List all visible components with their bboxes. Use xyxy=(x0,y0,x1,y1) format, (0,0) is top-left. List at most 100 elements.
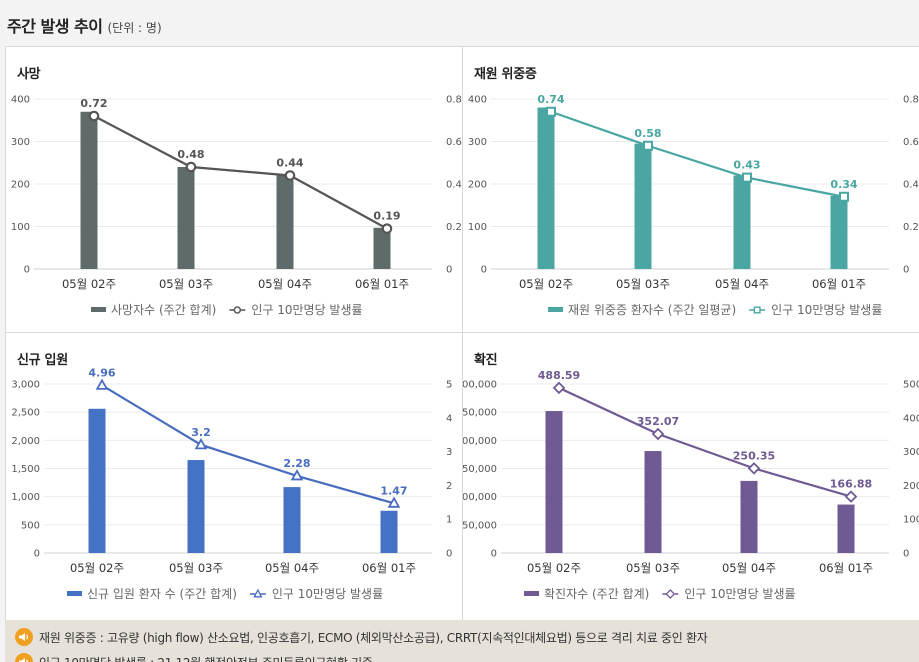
chart-admissions: 0 500 1,000 1,500 2,000 2,500 3,000 0 1 2 3 4 5 05월 0… xyxy=(11,366,452,601)
x-tick-label: 05월 03주 xyxy=(616,277,670,291)
page-title: 주간 발생 추이 xyxy=(7,17,103,36)
bar xyxy=(837,504,855,553)
legend-marker-shape xyxy=(753,306,761,314)
data-point xyxy=(839,191,849,202)
bar xyxy=(740,480,758,553)
y-left-tick-label: 100 xyxy=(11,222,30,233)
data-point xyxy=(546,106,556,117)
legend-marker xyxy=(753,306,761,314)
y-right-tick-label: 0.4 xyxy=(446,180,462,191)
y-right-tick-label: 0.4 xyxy=(903,180,919,191)
bar xyxy=(276,174,294,269)
y-right-tick-label: 0.6 xyxy=(446,137,462,148)
data-label: 0.58 xyxy=(634,127,661,140)
bar xyxy=(88,408,106,553)
data-point xyxy=(95,378,109,390)
y-right-tick-label: 1 xyxy=(446,515,452,526)
y-right-tick-label: 0 xyxy=(903,549,909,560)
y-right-tick-label: 2 xyxy=(446,481,452,492)
y-left-tick-label: 300,000 xyxy=(463,380,497,391)
legend-line-label: 인구 10만명당 발생률 xyxy=(272,587,383,601)
y-left-tick-label: 100 xyxy=(468,222,487,233)
y-right-tick-label: 0.8 xyxy=(446,95,462,106)
y-right-tick-label: 300 xyxy=(903,447,919,458)
data-label: 0.72 xyxy=(80,97,107,110)
bar xyxy=(830,195,848,269)
rate-line xyxy=(550,110,845,198)
unit-label: (단위 : 명) xyxy=(107,21,162,35)
legend-marker xyxy=(253,588,263,598)
legend-marker-shape xyxy=(253,588,263,598)
bar xyxy=(177,167,195,269)
y-right-tick-label: 4 xyxy=(446,413,452,424)
panel-title: 확진 xyxy=(474,353,498,368)
panel-title: 신규 입원 xyxy=(17,353,68,368)
y-right-tick-label: 0 xyxy=(446,549,452,560)
data-point xyxy=(651,427,665,441)
data-point xyxy=(643,140,653,151)
bar xyxy=(545,411,563,553)
data-label: 4.96 xyxy=(88,366,115,379)
y-left-tick-label: 50,000 xyxy=(463,520,497,531)
x-tick-label: 06월 01주 xyxy=(362,561,416,575)
legend-bar-label: 신규 입원 환자 수 (주간 합계) xyxy=(87,587,237,601)
y-left-tick-label: 150,000 xyxy=(463,464,497,475)
bar xyxy=(187,460,205,553)
y-left-tick-label: 2,000 xyxy=(11,436,40,447)
note-text: 인구 10만명당 발생률 : 21.12월 행정안전부 주민등록인구현황 기준 xyxy=(39,654,373,662)
y-left-tick-label: 250,000 xyxy=(463,408,497,419)
y-left-tick-label: 1,000 xyxy=(11,492,40,503)
y-right-tick-label: 200 xyxy=(903,481,919,492)
y-left-tick-label: 2,500 xyxy=(11,408,40,419)
x-tick-label: 05월 02주 xyxy=(527,561,581,575)
data-label: 352.07 xyxy=(637,415,679,428)
data-label: 0.48 xyxy=(177,148,204,161)
y-left-tick-label: 200,000 xyxy=(463,436,497,447)
data-point xyxy=(844,490,858,503)
data-point xyxy=(284,170,296,181)
bar xyxy=(537,107,555,269)
data-label: 2.28 xyxy=(283,457,310,470)
legend-bar-label: 확진자수 (주간 합계) xyxy=(544,587,649,601)
x-tick-label: 06월 01주 xyxy=(819,561,873,575)
data-label: 0.44 xyxy=(276,157,303,170)
legend-line-label: 인구 10만명당 발생률 xyxy=(771,303,882,317)
data-label: 0.34 xyxy=(830,178,857,191)
x-tick-label: 06월 01주 xyxy=(812,277,866,291)
y-right-tick-label: 0.6 xyxy=(903,137,919,148)
y-left-tick-label: 0 xyxy=(491,549,497,560)
chart-confirmed: 0 50,000 100,000 150,000 200,000 250,000 300,0… xyxy=(463,369,919,601)
chart-panel-deaths: 사망 0 100 200 300 400 0 0.2 0.4 0.6 0.8 05월 02주 05월 … xyxy=(6,47,463,333)
y-left-tick-label: 200 xyxy=(11,180,30,191)
note-text: 재원 위중증 : 고유량 (high flow) 산소요법, 인공호흡기, EC… xyxy=(39,630,708,645)
rate-line xyxy=(101,384,395,505)
x-tick-label: 05월 02주 xyxy=(70,561,124,575)
panel-title: 재원 위중증 xyxy=(474,67,537,82)
data-label: 1.47 xyxy=(380,484,407,497)
legend-bar-label: 사망자수 (주간 합계) xyxy=(111,303,216,317)
legend-bar-label: 재원 위중증 환자수 (주간 일평균) xyxy=(568,303,736,317)
legend-marker xyxy=(233,306,242,314)
bar xyxy=(283,487,301,553)
y-right-tick-label: 400 xyxy=(903,413,919,424)
chart-panel-admissions: 신규 입원 0 500 1,000 1,500 2,000 2,500 3,000 0 1 2 3 4… xyxy=(6,333,463,621)
y-right-tick-label: 0 xyxy=(446,265,452,276)
data-label: 166.88 xyxy=(830,478,872,491)
note-item: 인구 10만명당 발생률 : 21.12월 행정안전부 주민등록인구현황 기준 xyxy=(15,653,373,662)
y-left-tick-label: 400 xyxy=(11,95,30,106)
y-left-tick-label: 3,000 xyxy=(11,380,40,391)
x-tick-label: 06월 01주 xyxy=(355,277,409,291)
x-tick-label: 05월 04주 xyxy=(722,561,776,575)
chart-deaths: 0 100 200 300 400 0 0.2 0.4 0.6 0.8 05월 02주 05월 03주… xyxy=(11,95,462,318)
bar xyxy=(634,143,652,269)
legend-marker-shape xyxy=(665,589,676,599)
speaker-icon xyxy=(15,628,33,646)
legend-bar-swatch xyxy=(524,591,539,596)
panel-title: 사망 xyxy=(17,67,41,82)
x-tick-label: 05월 02주 xyxy=(62,277,116,291)
data-point xyxy=(194,438,208,450)
legend-bar-swatch xyxy=(91,307,106,312)
y-right-tick-label: 5 xyxy=(446,380,452,391)
y-left-tick-label: 100,000 xyxy=(463,492,497,503)
data-point xyxy=(742,172,752,183)
